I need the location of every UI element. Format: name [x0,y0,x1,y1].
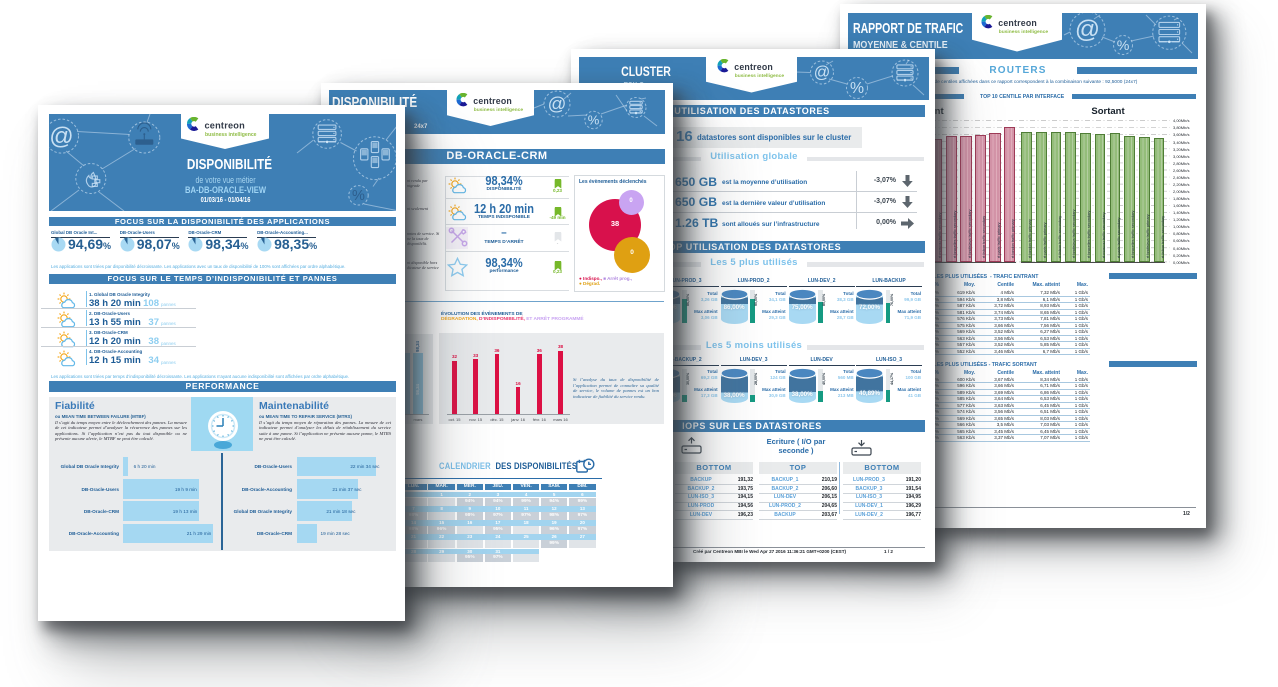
svg-text:business intelligence: business intelligence [999,29,1049,35]
svg-text:business intelligence: business intelligence [205,132,257,138]
svg-text:business intelligence: business intelligence [735,73,785,79]
svg-text:centreon: centreon [998,18,1037,28]
svg-text:@: @ [1075,16,1100,43]
svg-text:%: % [850,80,864,97]
svg-text:centreon: centreon [205,121,246,131]
svg-text:@: @ [49,123,73,150]
svg-text:centreon: centreon [473,96,512,106]
svg-text:%: % [352,188,365,204]
svg-text:centreon: centreon [734,62,773,72]
svg-text:@: @ [548,93,567,114]
svg-text:%: % [1117,37,1130,53]
svg-text:@: @ [814,63,831,81]
svg-text:%: % [588,112,600,127]
svg-text:business intelligence: business intelligence [474,107,524,113]
